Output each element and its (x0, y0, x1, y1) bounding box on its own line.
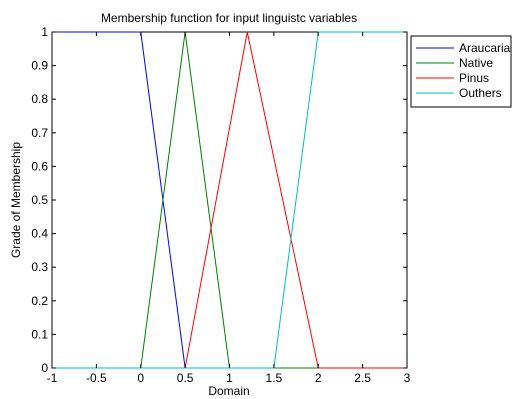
legend-label-pinus: Pinus (459, 71, 489, 85)
x-tick-label: 3 (404, 371, 411, 385)
legend-label-outhers: Outhers (459, 86, 502, 100)
legend-label-araucaria: Araucaria (459, 41, 511, 55)
x-tick-label: 1.5 (266, 371, 283, 385)
y-tick-label: 0.9 (31, 59, 48, 73)
y-tick-label: 0.2 (31, 294, 48, 308)
y-tick-label: 0.8 (31, 92, 48, 106)
y-tick-label: 0.7 (31, 126, 48, 140)
y-tick-label: 0.6 (31, 159, 48, 173)
x-tick-label: 1 (226, 371, 233, 385)
ticks-layer: -1 -0.5 0 0.5 1 1.5 2 2.5 3 0 0.1 0.2 0.3 0.4 0.5 0.6 0.… (31, 25, 410, 385)
y-tick-label: 1 (41, 25, 48, 39)
plot-area (51, 31, 408, 369)
x-tick-label: 2 (315, 371, 322, 385)
x-tick-label: 0 (137, 371, 144, 385)
legend-label-native: Native (459, 56, 493, 70)
x-tick-label: 0.5 (177, 371, 194, 385)
x-tick-label: 2.5 (354, 371, 371, 385)
x-tick-label: -0.5 (86, 371, 107, 385)
y-tick-label: 0.5 (31, 193, 48, 207)
y-axis-label: Grade of Membership (9, 142, 23, 258)
y-tick-label: 0.1 (31, 327, 48, 341)
x-axis-label: Domain (208, 384, 249, 398)
y-tick-label: 0 (41, 361, 48, 375)
x-tick-label: -1 (47, 371, 58, 385)
y-tick-label: 0.4 (31, 227, 48, 241)
chart-title: Membership function for input linguistc … (101, 11, 357, 25)
y-tick-label: 0.3 (31, 260, 48, 274)
